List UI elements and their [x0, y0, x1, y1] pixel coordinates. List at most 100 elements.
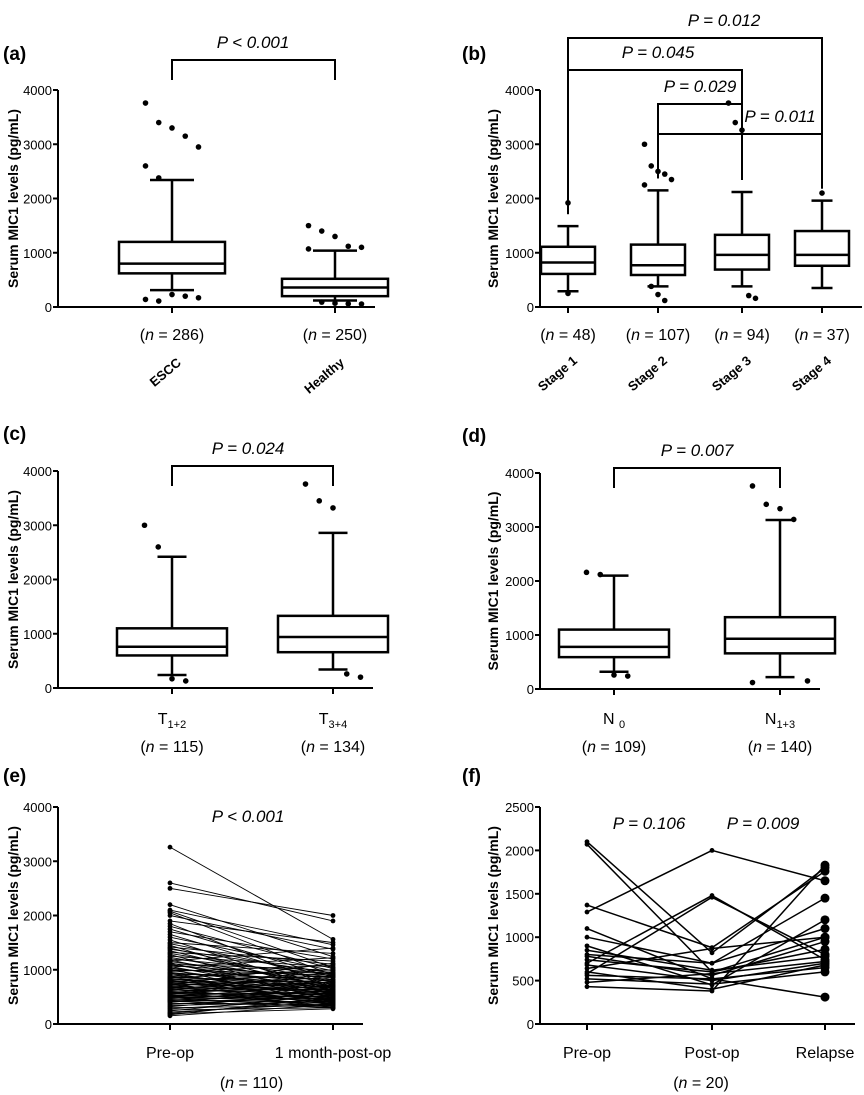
patient-line	[169, 998, 334, 1010]
paired-lines	[584, 839, 830, 1002]
iqr-box	[115, 627, 229, 657]
category-label: Stage 3	[709, 353, 754, 394]
outlier-point	[345, 300, 352, 307]
y-tick-label: 4000	[23, 464, 52, 479]
outlier-point	[182, 293, 189, 299]
outlier-point	[763, 501, 770, 508]
comparison-bracket: P = 0.011	[657, 107, 823, 189]
y-tick-label: 1500	[505, 887, 534, 902]
box-stage-2: (n = 107) Stage 2	[625, 141, 690, 394]
patient-line	[169, 846, 334, 940]
paired-lines	[167, 844, 336, 1019]
panel-label: (a)	[3, 44, 26, 65]
panel-label: (f)	[462, 766, 481, 787]
category-label: Pre-op	[146, 1045, 194, 1062]
bracket-line	[657, 103, 743, 180]
outlier-point	[732, 119, 739, 126]
outlier-point	[142, 100, 149, 106]
comparison-bracket: P = 0.024	[171, 439, 334, 486]
patient-line	[169, 955, 334, 968]
outlier-point	[661, 297, 668, 304]
patient-point	[820, 932, 830, 942]
patient-point	[709, 960, 715, 966]
y-tick-label: 1000	[505, 930, 534, 945]
panel-label: (c)	[3, 424, 26, 445]
outlier-point	[655, 291, 661, 298]
y-axis-label: Serum MIC1 levels (pg/mL)	[5, 490, 21, 669]
y-tick-label: 2000	[505, 192, 534, 207]
outlier-point	[668, 176, 675, 183]
patient-point	[330, 1002, 336, 1007]
patient-point	[584, 953, 590, 959]
n-count-label: (n = 140)	[748, 739, 813, 756]
box-stage-4: (n = 37) Stage 4	[789, 190, 851, 394]
comparison-bracket: P = 0.045	[567, 43, 743, 215]
y-tick-label: 4000	[23, 800, 52, 815]
patient-line	[169, 999, 334, 1014]
outlier-point	[316, 498, 323, 504]
patient-point	[820, 924, 830, 934]
outlier-point	[155, 298, 162, 304]
box-healthy: (n = 250) Healthy	[280, 222, 390, 396]
outlier-point	[357, 674, 364, 680]
outlier-point	[661, 171, 668, 177]
patient-point	[584, 962, 590, 968]
n-count-label: (n = 48)	[540, 327, 596, 344]
n-count-label: (n = 37)	[794, 327, 850, 344]
outlier-point	[597, 571, 604, 578]
outlier-point	[804, 678, 811, 684]
patient-point	[820, 950, 830, 960]
patient-line	[169, 1007, 334, 1011]
outlier-point	[142, 163, 149, 169]
outlier-point	[641, 141, 648, 148]
patient-point	[820, 967, 830, 977]
patient-point	[330, 977, 336, 982]
n-count-label: (n = 250)	[303, 327, 368, 344]
patient-line	[169, 962, 334, 986]
y-tick-label: 2000	[23, 573, 52, 588]
outlier-point	[358, 244, 365, 251]
outlier-point	[195, 144, 202, 150]
patient-point	[584, 984, 590, 990]
y-tick-label: 1000	[23, 963, 52, 978]
patient-line	[169, 991, 334, 999]
n-count-label: (n = 109)	[582, 739, 647, 756]
panel-label: (e)	[3, 766, 26, 787]
outlier-point	[752, 295, 759, 302]
bracket-line	[171, 465, 334, 486]
outlier-point	[318, 299, 325, 305]
panel-b: (b) Serum MIC1 levels (pg/mL) 0 1000 2000 300…	[462, 11, 862, 394]
patient-point	[330, 971, 336, 977]
p-value-label: P = 0.045	[622, 43, 695, 62]
outlier-point	[305, 222, 312, 229]
category-label: Stage 2	[625, 353, 670, 394]
patient-line	[169, 992, 334, 1008]
patient-point	[584, 934, 590, 940]
patient-point	[584, 979, 590, 985]
patient-point	[584, 902, 590, 908]
patient-point	[709, 971, 715, 977]
patient-point	[709, 981, 715, 987]
category-label: N 0	[603, 711, 625, 731]
n-count-label: (n = 20)	[673, 1075, 729, 1092]
outlier-point	[155, 544, 162, 550]
patient-line	[169, 947, 334, 962]
y-tick-label: 0	[45, 300, 52, 315]
patient-point	[709, 976, 715, 982]
patient-line	[169, 887, 334, 916]
panel-label: (b)	[462, 44, 486, 65]
patient-line	[169, 920, 334, 944]
p-value-label: P = 0.009	[727, 814, 800, 833]
box-n1+3: (n = 140) N1+3	[723, 483, 837, 756]
patient-point	[709, 988, 715, 994]
patient-line	[169, 972, 334, 983]
outlier-point	[195, 294, 202, 301]
patient-line	[169, 1008, 334, 1015]
patient-point	[584, 957, 590, 963]
category-label: Stage 4	[789, 352, 835, 394]
outlier-point	[182, 133, 189, 139]
patient-point	[709, 950, 715, 956]
p-value-label: P = 0.024	[212, 439, 285, 458]
category-label: N1+3	[765, 711, 795, 731]
